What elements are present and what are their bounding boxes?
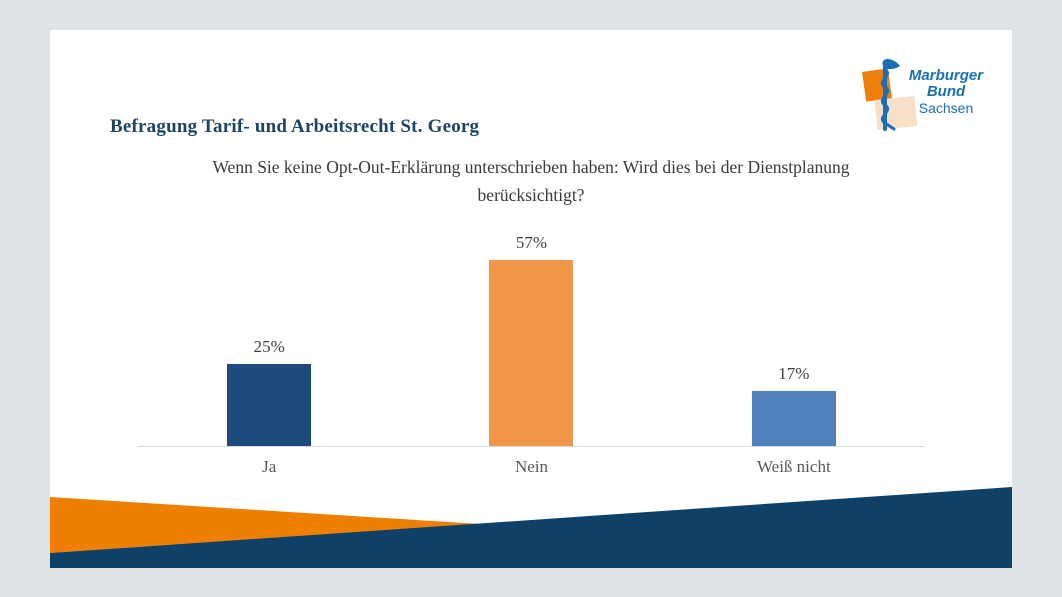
chart-plot-area: 25% 57% 17% [138, 230, 925, 446]
bar-weiß-nicht [751, 391, 836, 446]
bar-slot: 57% [400, 230, 662, 446]
logo-line-bund: Bund [926, 83, 966, 100]
aesculapius-staff-icon [862, 58, 918, 131]
category-axis-labels: Ja Nein Weiß nicht [138, 457, 925, 477]
category-label: Nein [514, 457, 549, 476]
slide: Befragung Tarif- und Arbeitsrecht St. Ge… [50, 30, 1012, 568]
bar-nein [489, 260, 574, 446]
logo-wordmark: Marburger Bund Sachsen [900, 67, 992, 117]
category-label: Weiß nicht [756, 457, 831, 476]
logo-line-sachsen: Sachsen [918, 100, 974, 116]
bar-value-label: 17% [778, 364, 810, 383]
bar-slot: 25% [138, 230, 400, 446]
bar-ja [227, 364, 312, 446]
x-axis-line [138, 446, 925, 447]
orange-wedge [50, 497, 480, 553]
bar-value-label: 57% [515, 233, 548, 252]
chart-title-text: Wenn Sie keine Opt-Out-Erklärung untersc… [212, 157, 850, 205]
snake-head [882, 58, 900, 70]
category-label: Ja [262, 457, 277, 476]
slide-title: Befragung Tarif- und Arbeitsrecht St. Ge… [110, 116, 480, 137]
snake-body [880, 68, 896, 131]
logo-line-marburger: Marburger [908, 67, 984, 84]
bar-slot: 17% [663, 230, 925, 446]
chart-title: Wenn Sie keine Opt-Out-Erklärung untersc… [50, 153, 1012, 209]
marburger-bund-logo: Marburger Bund Sachsen [858, 56, 998, 134]
navy-wedge [50, 487, 1012, 568]
bar-value-label: 25% [253, 337, 285, 356]
